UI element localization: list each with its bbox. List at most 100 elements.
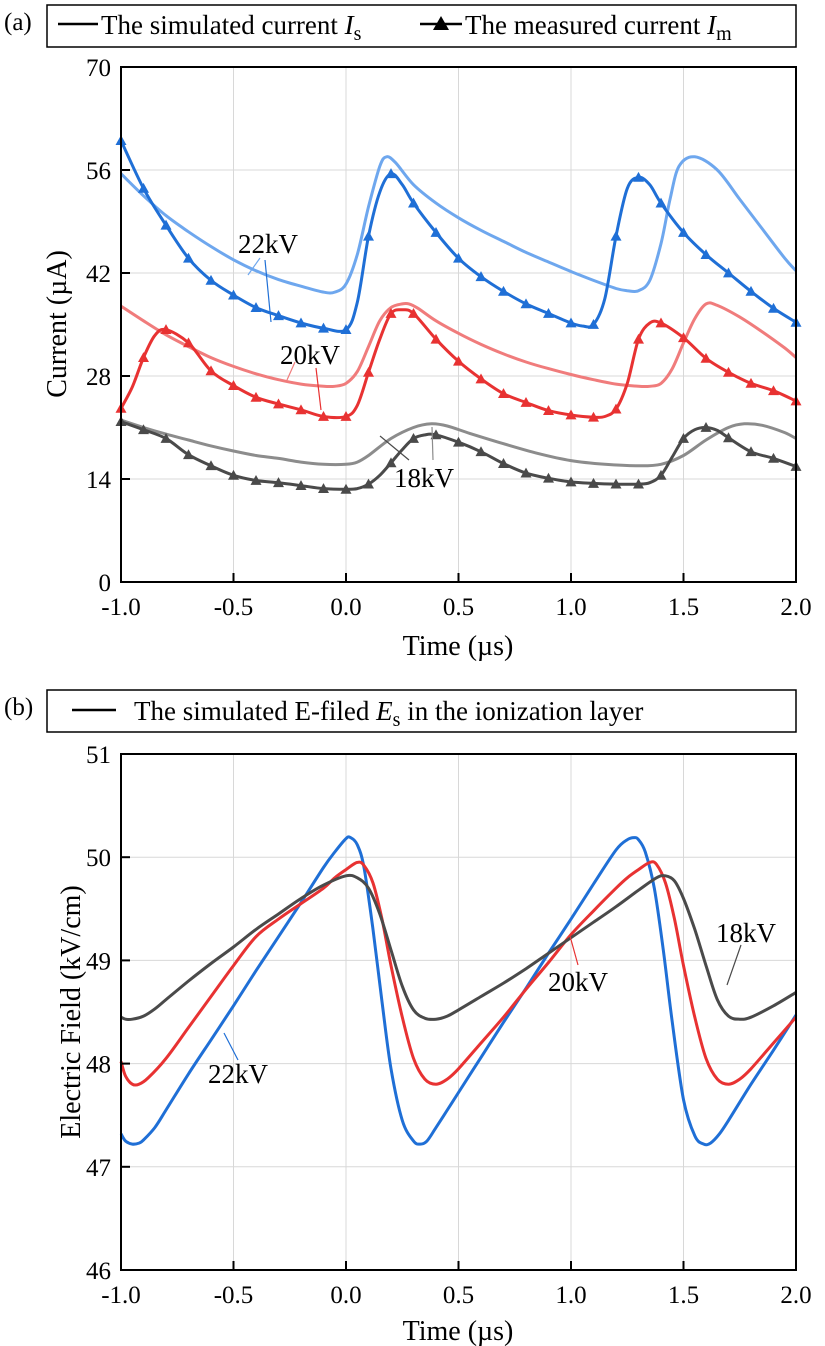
series-22kv-measured-a-marker: [160, 219, 172, 230]
y-tick-label-b: 48: [86, 1052, 111, 1079]
series-18kv-measured-a-marker: [498, 458, 509, 468]
y-tick-label-a: 42: [86, 261, 111, 288]
series-18kv-measured-a-marker: [408, 433, 419, 443]
series-20kv-measured-a-marker: [768, 385, 779, 396]
series-22kv-measured-a-marker: [318, 322, 329, 333]
series-22kv-measured-a-marker: [723, 267, 734, 278]
series-18kv-measured-a-marker: [588, 477, 599, 488]
series-18kv-simulated-a-line: [120, 418, 797, 468]
series-20kv-measured-a-marker: [723, 366, 734, 377]
annotation-22kv-b-text: 22kV: [208, 1059, 269, 1089]
legend-b-box: [46, 689, 797, 733]
series-18kv-measured-a-marker: [723, 432, 734, 443]
series-20kv-measured-a-marker: [228, 380, 239, 390]
series-18kv-measured-a-marker: [340, 483, 352, 494]
series-18kv-b-line: [120, 873, 797, 1022]
annotation-22kv-a-leader-sim: [247, 257, 261, 276]
x-tick-label-a: 1.0: [555, 594, 586, 621]
series-18kv-measured-a-marker: [543, 472, 554, 483]
series-22kv-measured-a-marker: [408, 197, 419, 208]
series-22kv-measured-a-marker: [543, 307, 554, 318]
series-22kv-measured-a-marker: [565, 317, 577, 328]
series-18kv-measured-a-marker: [205, 460, 217, 471]
x-axis-label-a: Time (µs): [403, 631, 514, 662]
y-tick-label-b: 51: [86, 742, 111, 769]
annotation-22kv-b-leader: [223, 1032, 239, 1061]
series-18kv-measured-a-marker: [768, 452, 779, 463]
series-22kv-measured-a-marker: [228, 289, 239, 300]
series-20kv-measured-a-marker: [588, 411, 599, 422]
series-22kv-measured-a-marker: [520, 298, 532, 309]
annotation-18kv-a-text: 18kV: [394, 463, 455, 493]
series-20kv-measured-a-marker: [520, 396, 532, 407]
series-20kv-measured-a-marker: [543, 405, 554, 415]
series-20kv-measured-a-marker: [475, 373, 487, 384]
annotation-22kv-b: 22kV: [208, 1032, 269, 1089]
series-20kv-measured-a-marker: [318, 410, 329, 421]
y-tick-label-a: 70: [86, 55, 111, 82]
series-22kv-measured-a-marker: [183, 252, 194, 263]
series-22kv-measured-a-marker: [700, 249, 712, 260]
x-tick-label-a: -1.0: [101, 594, 141, 621]
plot-area-a: [115, 135, 802, 494]
series-20kv-measured-a-marker: [498, 388, 509, 399]
series-20kv-measured-a-marker: [700, 352, 712, 363]
series-20kv-measured-a-marker: [745, 377, 757, 388]
series-22kv-measured-a-marker: [655, 197, 667, 208]
series-22kv-measured-a-marker: [588, 319, 599, 329]
series-22kv-measured-a-marker: [295, 317, 307, 328]
plot-area-b: [119, 835, 798, 1147]
annotation-18kv-b-leader: [726, 944, 742, 986]
series-18kv-measured-a-marker: [678, 433, 689, 443]
series-22kv-b-line: [119, 835, 798, 1147]
series-22kv-measured-a-marker: [453, 252, 464, 263]
series-20kv-measured-a-marker: [363, 366, 374, 377]
series-20kv-measured-a-marker: [633, 333, 644, 344]
series-18kv-measured-a-marker: [745, 446, 757, 457]
series-18kv-measured-a-marker: [565, 476, 577, 487]
annotation-20kv-b-text: 20kV: [548, 967, 609, 997]
y-tick-label-b: 50: [86, 845, 111, 872]
annotation-22kv-a-text: 22kV: [238, 229, 299, 259]
legend-b: The simulated E-filed Es in the ionizati…: [46, 689, 797, 733]
panel-a: (a) The simulated current Is The measure…: [4, 4, 812, 662]
panel-a-label: (a): [4, 9, 32, 36]
series-18kv-measured-a-marker: [385, 457, 397, 468]
series-22kv-measured-a-marker: [205, 274, 217, 285]
y-tick-label-a: 28: [86, 364, 111, 391]
series-22kv-measured-a-marker: [768, 302, 779, 313]
series-20kv-measured-a-marker: [160, 324, 172, 335]
y-axis-label-b: Electric Field (kV/cm): [56, 885, 87, 1138]
legend-a-simulated-text: The simulated current Is: [101, 10, 362, 45]
grid-a: [121, 67, 796, 582]
y-tick-label-b: 49: [86, 948, 111, 975]
series-20kv-measured-a-marker: [273, 398, 284, 409]
series-18kv-measured-a-marker: [160, 433, 172, 443]
annotation-20kv-a-leader-meas: [315, 367, 322, 411]
series-20kv-measured-a-marker: [678, 332, 689, 343]
series-22kv-measured-a-marker: [610, 230, 622, 241]
legend-a: The simulated current Is The measured cu…: [46, 4, 797, 48]
annotation-20kv-b-leader: [569, 935, 579, 966]
series-20kv-measured-a-marker: [408, 307, 419, 318]
x-tick-label-b: 1.0: [555, 1282, 586, 1309]
annotation-18kv-a: 18kV: [379, 426, 455, 493]
series-22kv-measured-a-marker: [363, 230, 374, 241]
legend-b-simulated-text: The simulated E-filed Es in the ionizati…: [134, 696, 643, 731]
y-tick-label-a: 0: [99, 570, 112, 597]
annotation-18kv-a-leader-sim: [431, 426, 434, 461]
x-tick-label-b: -1.0: [101, 1282, 141, 1309]
series-18kv-measured-a-marker: [228, 469, 239, 480]
series-18kv-measured-a-marker: [610, 478, 622, 489]
annotation-18kv-b-text: 18kV: [716, 918, 777, 948]
x-tick-label-a: 0.5: [443, 594, 474, 621]
annotation-20kv-a-text: 20kV: [280, 340, 341, 370]
x-axis-label-b: Time (µs): [403, 1316, 514, 1346]
series-20kv-measured-a-marker: [385, 307, 397, 318]
series-20kv-measured-a-marker: [453, 355, 464, 366]
y-tick-label-a: 56: [86, 158, 111, 185]
series-20kv-measured-a-marker: [205, 365, 217, 376]
series-20kv-measured-a-marker: [183, 337, 194, 348]
panel-b-label: (b): [4, 694, 33, 721]
